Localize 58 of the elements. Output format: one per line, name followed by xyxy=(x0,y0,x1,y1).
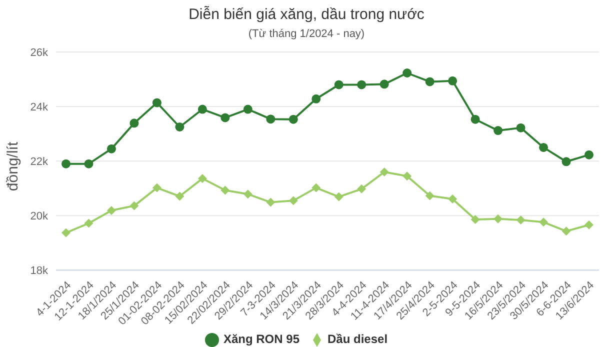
point xyxy=(62,228,70,238)
point xyxy=(220,186,230,195)
point xyxy=(584,150,594,160)
point xyxy=(84,218,94,228)
point xyxy=(539,218,548,227)
point xyxy=(334,192,344,202)
point xyxy=(562,157,571,166)
y-axis-title: đồng/lít xyxy=(4,141,22,192)
y-tick-label: 18k xyxy=(30,265,48,278)
point xyxy=(130,201,139,210)
point xyxy=(516,215,526,224)
point xyxy=(402,68,412,78)
point xyxy=(539,142,548,152)
point xyxy=(175,122,184,132)
chart-title: Diễn biến giá xăng, dầu trong nước xyxy=(188,6,426,23)
point xyxy=(243,104,252,114)
point xyxy=(380,167,389,176)
point xyxy=(334,80,344,90)
point xyxy=(448,76,458,86)
point xyxy=(152,183,162,192)
y-tick-label: 20k xyxy=(30,210,48,223)
point xyxy=(357,184,366,194)
point xyxy=(312,183,321,192)
point xyxy=(584,220,594,230)
point xyxy=(106,144,116,154)
point xyxy=(402,172,412,181)
point xyxy=(198,104,207,114)
point xyxy=(266,198,276,207)
chart-subtitle: (Từ tháng 1/2024 - nay) xyxy=(247,28,366,40)
point xyxy=(312,94,321,104)
point xyxy=(357,80,366,90)
point xyxy=(198,174,207,184)
y-tick-label: 26k xyxy=(30,46,48,59)
legend-label: Dầu diesel xyxy=(328,332,388,346)
y-tick-label: 22k xyxy=(30,156,48,168)
point xyxy=(220,113,230,122)
point xyxy=(516,123,526,132)
legend-label: Xăng RON 95 xyxy=(223,332,300,346)
point xyxy=(266,114,276,124)
point xyxy=(106,206,116,215)
point xyxy=(380,80,389,89)
point xyxy=(562,226,571,236)
point xyxy=(175,192,184,201)
point xyxy=(152,98,162,108)
point xyxy=(288,196,298,206)
point xyxy=(243,190,252,199)
point xyxy=(494,214,503,224)
y-tick-label: 24k xyxy=(30,101,48,114)
point xyxy=(470,214,480,224)
point xyxy=(494,126,503,136)
point xyxy=(130,118,139,128)
point xyxy=(425,191,434,200)
point xyxy=(62,159,70,168)
point xyxy=(425,77,434,86)
point xyxy=(84,159,94,168)
point xyxy=(470,114,480,124)
point xyxy=(448,194,458,204)
point xyxy=(288,114,298,124)
